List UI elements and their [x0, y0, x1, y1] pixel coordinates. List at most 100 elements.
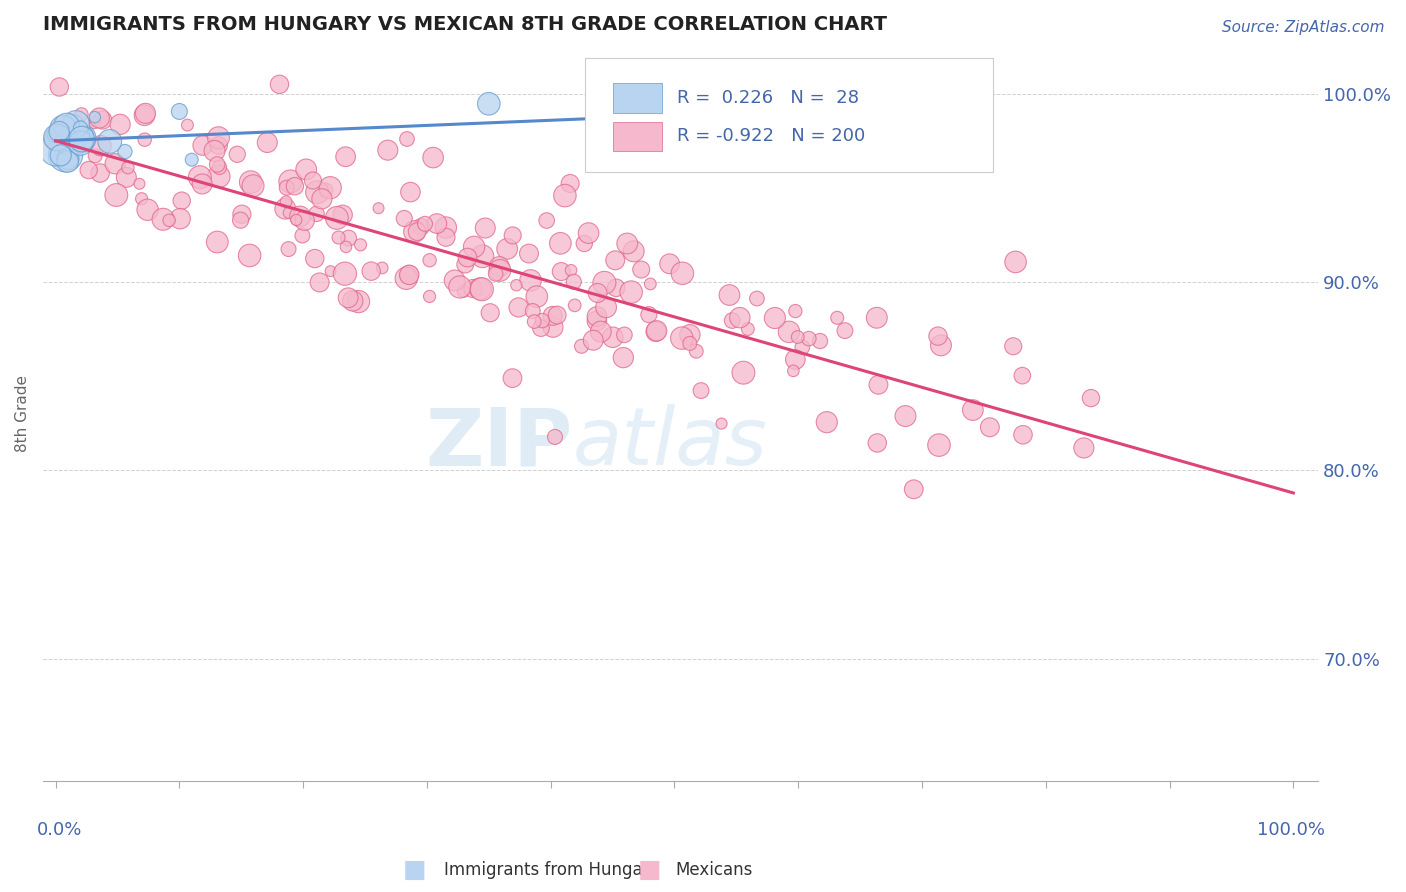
- Point: [311, 192, 333, 206]
- Point: [554, 188, 576, 202]
- Point: [485, 267, 508, 281]
- Point: [792, 340, 814, 354]
- Point: [169, 211, 191, 226]
- Point: [69, 120, 91, 135]
- Point: [690, 384, 713, 398]
- Point: [49, 148, 72, 162]
- Point: [349, 237, 371, 252]
- Point: [679, 327, 702, 342]
- Point: [134, 133, 156, 147]
- Point: [136, 202, 159, 217]
- Text: ■: ■: [638, 858, 661, 881]
- Point: [679, 336, 702, 351]
- Bar: [613, 83, 662, 112]
- Point: [395, 271, 418, 285]
- Text: R = -0.922   N = 200: R = -0.922 N = 200: [676, 128, 865, 145]
- Point: [332, 208, 354, 222]
- Point: [69, 130, 91, 145]
- Point: [808, 334, 831, 348]
- Text: ■: ■: [404, 858, 426, 881]
- Point: [295, 162, 318, 177]
- Point: [526, 289, 548, 303]
- Point: [115, 170, 138, 185]
- Point: [326, 211, 349, 225]
- Point: [478, 96, 501, 111]
- Point: [134, 108, 156, 122]
- Point: [69, 136, 91, 151]
- Point: [505, 278, 527, 293]
- Point: [291, 228, 314, 243]
- Point: [434, 230, 457, 244]
- Point: [962, 403, 984, 417]
- Point: [786, 330, 808, 344]
- Point: [638, 308, 661, 322]
- Point: [531, 313, 554, 327]
- Point: [395, 132, 418, 146]
- Point: [737, 322, 759, 336]
- Point: [1002, 339, 1025, 353]
- Point: [70, 107, 93, 121]
- Point: [502, 228, 524, 243]
- Point: [328, 230, 350, 244]
- Point: [191, 138, 214, 153]
- Text: IMMIGRANTS FROM HUNGARY VS MEXICAN 8TH GRADE CORRELATION CHART: IMMIGRANTS FROM HUNGARY VS MEXICAN 8TH G…: [44, 15, 887, 34]
- Text: 100.0%: 100.0%: [1257, 822, 1324, 839]
- Point: [406, 225, 429, 239]
- Point: [288, 210, 311, 224]
- Point: [571, 339, 593, 353]
- Point: [463, 240, 485, 254]
- Point: [239, 248, 262, 262]
- Point: [188, 170, 211, 185]
- Point: [550, 264, 572, 278]
- Point: [337, 231, 360, 245]
- Point: [671, 331, 693, 345]
- Point: [335, 150, 357, 164]
- Point: [315, 183, 337, 197]
- Point: [589, 325, 612, 339]
- Point: [797, 332, 820, 346]
- Point: [593, 276, 616, 290]
- Point: [1011, 368, 1033, 383]
- Point: [277, 242, 299, 256]
- Point: [426, 217, 449, 231]
- Text: 0.0%: 0.0%: [37, 822, 82, 839]
- Point: [419, 253, 441, 268]
- Point: [48, 124, 70, 138]
- Text: Immigrants from Hungary: Immigrants from Hungary: [444, 861, 659, 879]
- Point: [778, 325, 800, 339]
- Point: [728, 310, 751, 325]
- Point: [474, 221, 496, 235]
- Point: [70, 132, 93, 146]
- Point: [605, 253, 627, 268]
- Point: [128, 177, 150, 191]
- Point: [231, 207, 253, 221]
- Point: [360, 264, 382, 278]
- Point: [562, 275, 585, 289]
- Point: [274, 194, 297, 209]
- Point: [582, 333, 605, 347]
- Y-axis label: 8th Grade: 8th Grade: [15, 376, 30, 452]
- Point: [229, 213, 252, 227]
- Text: R =  0.226   N =  28: R = 0.226 N = 28: [676, 89, 859, 107]
- Point: [319, 264, 342, 278]
- Point: [152, 212, 174, 227]
- Point: [541, 320, 564, 334]
- Point: [640, 277, 662, 291]
- Point: [302, 173, 325, 187]
- Point: [613, 327, 636, 342]
- Point: [56, 152, 79, 166]
- Point: [595, 301, 617, 315]
- Point: [52, 129, 75, 144]
- Point: [586, 285, 609, 300]
- Point: [602, 330, 624, 344]
- Point: [191, 177, 214, 191]
- Point: [180, 153, 202, 167]
- Point: [834, 324, 856, 338]
- Point: [979, 420, 1001, 434]
- Point: [104, 157, 127, 171]
- Point: [89, 166, 111, 180]
- Point: [239, 175, 262, 189]
- Text: Source: ZipAtlas.com: Source: ZipAtlas.com: [1222, 20, 1385, 35]
- Point: [825, 310, 848, 325]
- Point: [815, 415, 838, 429]
